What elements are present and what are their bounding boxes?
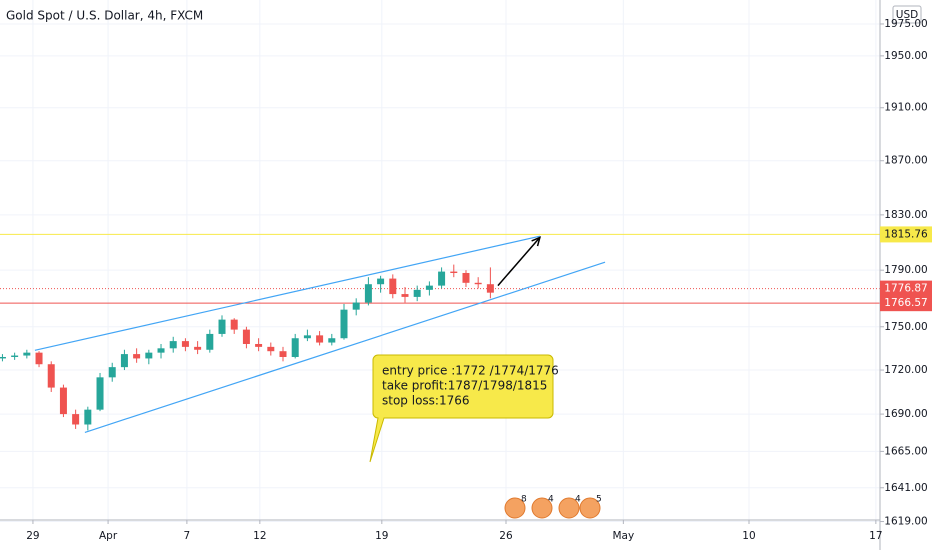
candle-body	[230, 319, 238, 330]
candle-body	[389, 278, 397, 295]
candle-body	[352, 302, 360, 310]
candle-body	[450, 271, 458, 273]
x-tick-label: 19	[375, 530, 388, 542]
currency: USD	[896, 9, 918, 21]
candle-body	[377, 278, 385, 285]
y-tick-label: 1910.00	[884, 102, 927, 114]
candle-body	[340, 309, 348, 339]
candle-body	[157, 348, 165, 353]
price-label-bg	[880, 295, 932, 312]
event-count: 4	[575, 495, 581, 505]
annotation-line: stop loss:1766	[382, 394, 470, 408]
event-icon[interactable]	[504, 497, 526, 519]
event-icon[interactable]	[531, 497, 553, 519]
candle-body	[218, 319, 226, 334]
y-tick-label: 1870.00	[884, 155, 927, 167]
candle-body	[0, 356, 6, 359]
candle-body	[364, 284, 372, 303]
candle-body	[59, 387, 67, 415]
candle-body	[474, 282, 482, 285]
event-icons: 8 4 4 5	[504, 495, 602, 519]
chart-title: Gold Spot / U.S. Dollar, 4h, FXCM	[6, 9, 203, 23]
callout	[369, 354, 554, 463]
candle-body	[47, 364, 55, 388]
candles	[0, 264, 494, 431]
candle-body	[84, 409, 92, 425]
x-tick-label: Apr	[99, 530, 118, 542]
y-tick-label: 1641.00	[884, 482, 927, 494]
x-tick-label: 7	[184, 530, 191, 542]
price-label-bg	[880, 280, 932, 297]
y-tick-label: 1720.00	[884, 364, 927, 376]
currency-box[interactable]	[892, 5, 922, 24]
candle-body	[169, 341, 177, 349]
arrow	[497, 236, 541, 287]
candle-body	[242, 329, 250, 344]
candle-body	[11, 355, 19, 357]
trend-line	[34, 235, 541, 351]
x-tick-label: May	[612, 530, 634, 542]
y-tick-label: 1665.00	[884, 445, 927, 457]
candle-body	[303, 335, 311, 339]
y-tick-label: 1975.00	[884, 18, 927, 30]
candle-body	[181, 341, 189, 347]
grid	[0, 0, 880, 523]
candle-body	[108, 367, 116, 378]
x-tick-label: 26	[499, 530, 513, 542]
y-tick-label: 1619.00	[884, 516, 927, 528]
y-tick-label: 1790.00	[884, 264, 927, 276]
candle-body	[413, 289, 421, 297]
candle-body	[72, 414, 80, 425]
price-label: 1766.57	[884, 297, 927, 309]
y-tick-label: 1830.00	[884, 209, 927, 221]
candle-body	[96, 377, 104, 410]
x-tick-label: 29	[26, 530, 39, 542]
candle-body	[316, 335, 324, 343]
candle-body	[425, 285, 433, 290]
candle-body	[267, 346, 275, 352]
candle-body	[120, 354, 128, 368]
candle-body	[194, 346, 202, 350]
candle-body	[279, 351, 287, 357]
candle-body	[438, 271, 446, 286]
price-label-bg	[880, 226, 932, 243]
drawings	[0, 233, 880, 433]
candle-body	[255, 343, 263, 347]
candle-body	[133, 354, 141, 359]
event-icon[interactable]	[558, 497, 580, 519]
candle-body	[462, 272, 470, 283]
candle-body	[206, 333, 214, 350]
x-tick-label: 17	[869, 530, 882, 542]
y-tick-label: 1950.00	[884, 50, 927, 62]
price-label: 1776.87	[884, 283, 927, 295]
y-tick-label: 1690.00	[884, 408, 927, 420]
candle-body	[328, 338, 336, 343]
annotation-line: entry price :1772 /1774/1776	[382, 364, 559, 378]
candle-body	[486, 284, 494, 293]
event-count: 8	[521, 495, 527, 505]
candle-body	[23, 352, 31, 356]
candle-body	[291, 338, 299, 357]
candle-body	[401, 294, 409, 297]
event-count: 4	[548, 495, 554, 505]
x-tick-label: 10	[742, 530, 755, 542]
candle-body	[35, 352, 43, 365]
event-icon[interactable]	[579, 497, 601, 519]
price-label: 1815.76	[884, 228, 928, 240]
annotation-line: take profit:1787/1798/1815	[382, 379, 547, 393]
axes: 1975.00 1950.00 1910.00 1870.00 1830.00 1790.…	[26, 18, 932, 542]
y-tick-label: 1750.00	[884, 321, 927, 333]
arrow-head	[531, 236, 542, 247]
candle-body	[145, 352, 153, 359]
trend-line	[84, 261, 606, 433]
x-tick-label: 12	[253, 530, 266, 542]
event-count: 5	[596, 495, 602, 505]
